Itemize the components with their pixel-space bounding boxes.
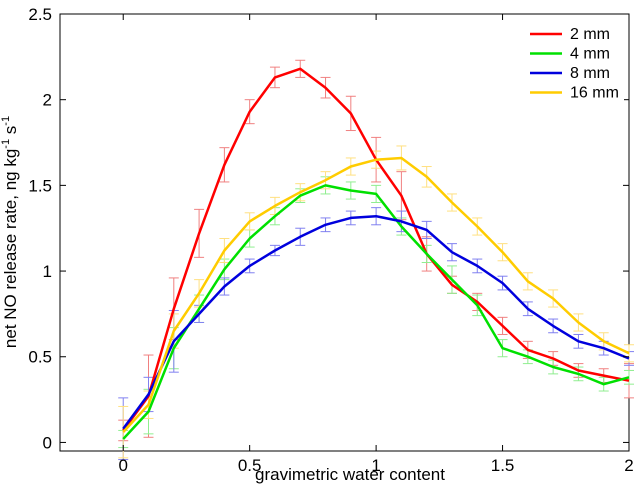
y-axis-label-sup-2: -1 [0, 116, 12, 126]
x-tick-label: 1 [371, 456, 380, 475]
y-axis-label-sup-1: -1 [0, 139, 12, 149]
legend: 2 mm 4 mm 8 mm 16 mm [528, 20, 624, 106]
y-tick-label: 0.5 [28, 348, 52, 367]
y-tick-label: 1.5 [28, 176, 52, 195]
y-axis-label-main: net NO release rate, ng kg [1, 149, 20, 348]
x-axis-label: gravimetric water content [255, 465, 445, 484]
legend-label-4-mm: 4 mm [570, 46, 610, 63]
series-line-16-mm [122, 156, 630, 433]
legend-label-16-mm: 16 mm [570, 85, 619, 102]
x-tick-label: 0.5 [238, 456, 262, 475]
y-tick-label: 2.5 [28, 5, 52, 24]
y-tick-label: 1 [43, 262, 52, 281]
y-tick-label: 0 [43, 433, 52, 452]
x-tick-label: 0 [118, 456, 127, 475]
y-axis-label-unit: s [1, 126, 20, 139]
x-tick-label: 2 [624, 456, 633, 475]
legend-label-8-mm: 8 mm [570, 65, 610, 82]
series-line-8-mm [122, 214, 630, 430]
axes: 0 0.5 1 1.5 2 0 0.5 1 1.5 2 2.5 [28, 5, 633, 475]
x-tick-label: 1.5 [491, 456, 515, 475]
series-line-4-mm [122, 184, 630, 440]
y-axis-label: net NO release rate, ng kg-1 s-1 [0, 116, 20, 348]
error-bar-16-mm [624, 344, 634, 363]
y-tick-label: 2 [43, 91, 52, 110]
series-lines [122, 67, 630, 440]
legend-label-2-mm: 2 mm [570, 26, 610, 43]
